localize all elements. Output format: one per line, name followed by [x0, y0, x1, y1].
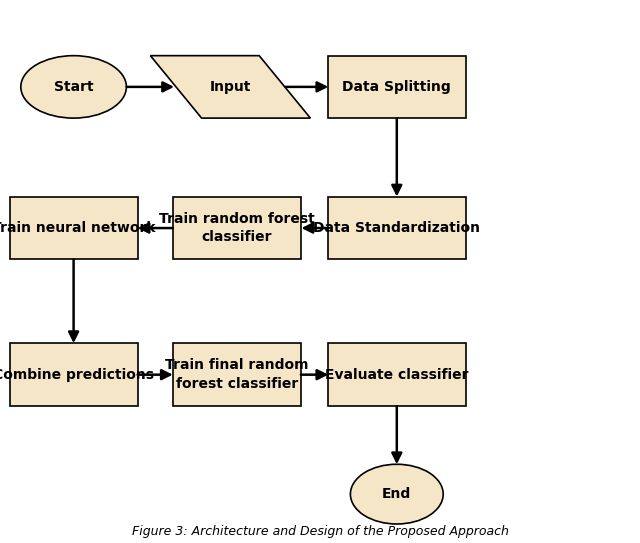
Text: Train neural network: Train neural network — [0, 221, 156, 235]
Ellipse shape — [351, 464, 444, 524]
FancyBboxPatch shape — [328, 343, 466, 406]
Text: Train final random
forest classifier: Train final random forest classifier — [165, 358, 308, 391]
FancyBboxPatch shape — [173, 343, 301, 406]
Text: Evaluate classifier: Evaluate classifier — [325, 368, 468, 382]
Text: Figure 3: Architecture and Design of the Proposed Approach: Figure 3: Architecture and Design of the… — [132, 525, 508, 538]
Text: Data Splitting: Data Splitting — [342, 80, 451, 94]
Polygon shape — [150, 56, 310, 118]
FancyBboxPatch shape — [328, 56, 466, 118]
Text: Input: Input — [210, 80, 251, 94]
Ellipse shape — [21, 55, 127, 118]
FancyBboxPatch shape — [328, 197, 466, 260]
Text: End: End — [382, 487, 412, 501]
Text: Data Standardization: Data Standardization — [314, 221, 480, 235]
FancyBboxPatch shape — [10, 343, 138, 406]
Text: Train random forest
classifier: Train random forest classifier — [159, 212, 315, 244]
FancyBboxPatch shape — [10, 197, 138, 260]
Text: Combine predictions: Combine predictions — [0, 368, 154, 382]
Text: Start: Start — [54, 80, 93, 94]
FancyBboxPatch shape — [173, 197, 301, 260]
